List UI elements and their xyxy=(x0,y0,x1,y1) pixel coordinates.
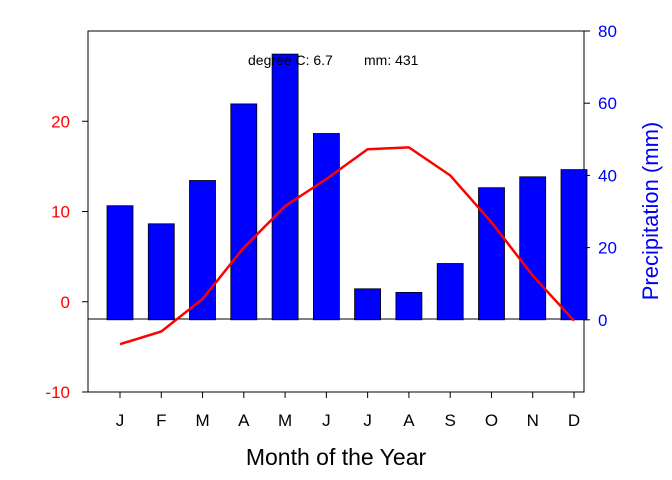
annotation-temperature-mean: degree C: 6.7 xyxy=(248,52,333,68)
left-axis-temperature: -10 0 10 20 xyxy=(45,112,88,402)
x-tick-label: D xyxy=(568,411,580,430)
precipitation-bar-12 xyxy=(560,169,588,321)
precipitation-bar-11 xyxy=(519,176,547,321)
precipitation-bar-2 xyxy=(147,223,175,321)
x-tick-label: J xyxy=(363,411,372,430)
x-tick-label: A xyxy=(238,411,250,430)
x-tick-label: N xyxy=(527,411,539,430)
x-tick-label: S xyxy=(445,411,456,430)
right-tick-label: 0 xyxy=(598,311,607,330)
x-tick-label: M xyxy=(195,411,209,430)
x-tick-label: J xyxy=(322,411,331,430)
precipitation-bar-10 xyxy=(478,187,505,321)
precipitation-bar-8 xyxy=(395,291,423,321)
right-tick-label: 40 xyxy=(598,166,617,185)
right-tick-label: 60 xyxy=(598,94,617,113)
precipitation-bar-6 xyxy=(312,133,340,321)
annotation-precipitation-total: mm: 431 xyxy=(364,52,419,68)
precipitation-bar-7 xyxy=(354,288,382,321)
x-tick-label: F xyxy=(156,411,166,430)
precipitation-bar-5 xyxy=(271,53,299,321)
right-axis-precipitation: 0 20 40 60 80 xyxy=(584,22,617,330)
left-tick-label: -10 xyxy=(45,383,70,402)
right-tick-label: 80 xyxy=(598,22,617,41)
x-tick-label: A xyxy=(403,411,415,430)
x-tick-label: M xyxy=(278,411,292,430)
precipitation-bar-3 xyxy=(189,180,216,321)
left-tick-label: 10 xyxy=(51,203,70,222)
precipitation-bar-1 xyxy=(106,205,134,321)
left-tick-label: 0 xyxy=(61,293,70,312)
x-tick-label: O xyxy=(485,411,498,430)
x-tick-label: J xyxy=(116,411,125,430)
temperature-line xyxy=(119,146,575,346)
precipitation-bars xyxy=(106,53,588,321)
precipitation-bar-4 xyxy=(230,103,258,321)
right-tick-label: 20 xyxy=(598,239,617,258)
x-axis-title: Month of the Year xyxy=(246,444,427,470)
left-tick-label: 20 xyxy=(51,112,70,131)
precipitation-bar-9 xyxy=(436,263,464,321)
y2-axis-title: Precipitation (mm) xyxy=(638,122,663,300)
